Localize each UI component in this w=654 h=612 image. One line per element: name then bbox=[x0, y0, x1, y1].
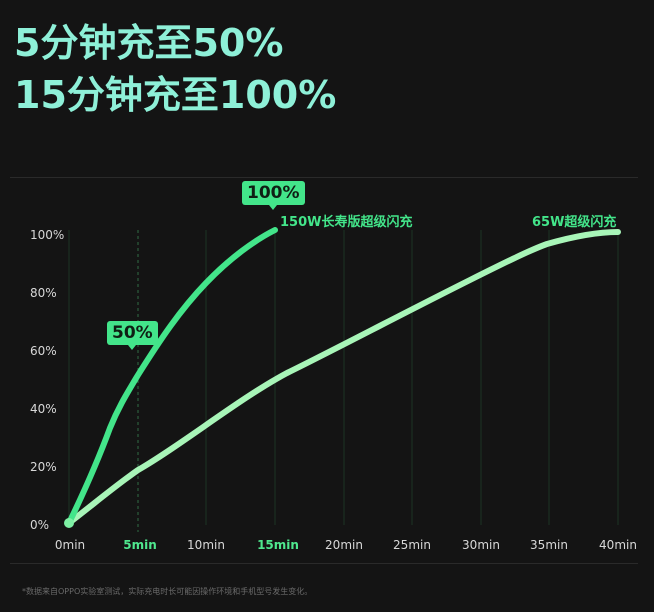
x-tick-10: 10min bbox=[187, 538, 225, 552]
x-tick-0: 0min bbox=[54, 538, 86, 552]
x-tick-35: 35min bbox=[530, 538, 568, 552]
x-tick-15: 15min bbox=[257, 538, 299, 552]
callout-100-percent: 100% bbox=[242, 181, 305, 210]
origin-point bbox=[64, 518, 74, 528]
label-150w-series: 150W长寿版超级闪充 bbox=[280, 215, 413, 230]
y-tick-40: 40% bbox=[30, 402, 57, 416]
x-tick-25: 25min bbox=[393, 538, 431, 552]
x-tick-20: 20min bbox=[325, 538, 363, 552]
y-tick-0: 0% bbox=[30, 518, 50, 532]
series-150w-line bbox=[66, 227, 278, 526]
footnote: *数据来自OPPO实验室测试，实际充电时长可能因操作环境和手机型号发生变化。 bbox=[22, 587, 313, 596]
series-65w-line bbox=[66, 229, 621, 526]
headline-line-2: 15分钟充至100% bbox=[14, 73, 337, 117]
label-65w-series: 65W超级闪充 bbox=[532, 215, 617, 230]
headline-line-1: 5分钟充至50% bbox=[14, 21, 284, 65]
y-tick-60: 60% bbox=[30, 344, 57, 358]
y-tick-20: 20% bbox=[30, 460, 57, 474]
x-tick-40: 40min bbox=[599, 538, 637, 552]
y-tick-80: 80% bbox=[30, 286, 57, 300]
callout-50-percent: 50% bbox=[107, 321, 158, 350]
y-tick-100: 100% bbox=[30, 228, 65, 242]
bottom-divider bbox=[10, 563, 638, 564]
x-tick-30: 30min bbox=[462, 538, 500, 552]
top-divider bbox=[10, 177, 638, 178]
grid-lines bbox=[68, 230, 619, 525]
x-tick-5: 5min bbox=[123, 538, 157, 552]
